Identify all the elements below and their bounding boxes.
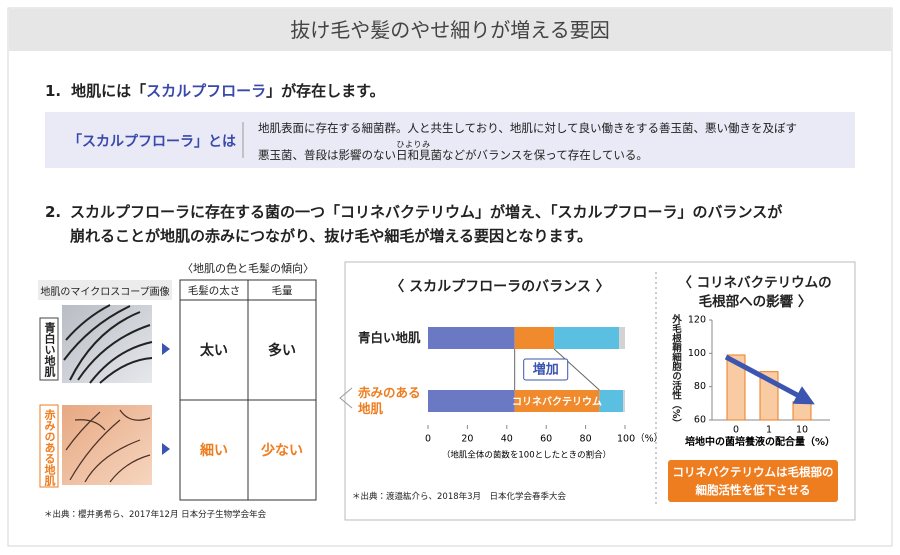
ruby-base: 日和見 [396, 148, 431, 162]
x-axis-label: （地肌全体の菌数を100としたときの割合） [442, 450, 611, 461]
y-tick-label: 100 [688, 348, 706, 359]
x-tick-label: 20 [461, 434, 473, 445]
segment-label: コリネバクテリウム [512, 396, 602, 408]
annotation: 増加 [533, 362, 559, 378]
header-cell [38, 280, 172, 300]
bar [792, 401, 812, 421]
definition-text: 地肌表面に存在する細菌群。人と共生しており、地肌に対して良い働きをする善玉菌、悪… [258, 116, 797, 167]
title-line: 〈 コリネバクテリウムの [678, 275, 832, 291]
x-axis-label: 培地中の菌培養液の配合量（%） [685, 435, 835, 448]
bar-segment [554, 327, 620, 349]
row-label: 青白い地肌 [43, 322, 56, 377]
x-tick-label: 100（%） [617, 433, 663, 445]
text: 菌などがバランスを保って存在している。 [430, 148, 648, 162]
note-line: 細胞活性を低下させる [695, 483, 811, 497]
section-heading: 1. 地肌には「スカルプフローラ」が存在します。 [45, 80, 385, 101]
source: ＊出典：渡邉紘介ら、2018年3月 日本化学会春季大会 [352, 492, 567, 502]
note: コリネバクテリウムは毛根部の 細胞活性を低下させる [668, 463, 838, 499]
y-tick-label: 60 [694, 415, 706, 426]
y-tick-label: 120 [688, 315, 706, 326]
table-cell: 少ない [261, 443, 303, 459]
definition-term: 「スカルプフローラ」とは [68, 134, 236, 150]
ruby: 日和見ひよりみ [396, 140, 431, 162]
bar-segment [428, 327, 515, 349]
microscope-image [62, 304, 153, 384]
chart-title: 〈 コリネバクテリウムの 毛根部への影響 〉 [660, 274, 850, 312]
x-tick-label: 1 [766, 425, 772, 436]
category-label: 青白い地肌 [358, 330, 421, 345]
heading-highlight: スカルプフローラ [146, 82, 267, 100]
arrow-icon [162, 343, 170, 355]
section-number: 1. [45, 82, 62, 100]
text: 悪玉菌、普段は影響のない [258, 148, 396, 162]
bar [726, 354, 746, 421]
ruby-text: ひよりみ [396, 140, 431, 149]
definition-box [45, 112, 855, 168]
annotation-box [523, 358, 569, 381]
row-label: 赤みのある地肌 [43, 409, 56, 486]
table-cell: 細い [200, 443, 228, 459]
connector [514, 348, 600, 391]
table-header: 毛量 [271, 285, 293, 297]
bar-segment [514, 327, 555, 349]
note-box [668, 460, 838, 502]
heading-text: 地肌には「 [71, 82, 147, 100]
chevron [339, 387, 353, 409]
definition-line: 地肌表面に存在する細菌群。人と共生しており、地肌に対して良い働きをする善玉菌、悪… [258, 121, 797, 135]
arrow-icon [162, 443, 170, 455]
bar-segment [428, 390, 515, 412]
bar-segment [514, 390, 600, 412]
row-label-box [39, 317, 59, 381]
table-cell: 太い [200, 343, 228, 359]
bar-segment [623, 390, 625, 412]
section-line: 崩れることが地肌の赤みにつながり、抜け毛や細毛が増える要因となります。 [70, 227, 593, 245]
microscope-image [62, 405, 152, 485]
section-text: スカルプフローラに存在する菌の一つ「コリネバクテリウム」が増え、「スカルプフロー… [70, 200, 782, 248]
source: ＊出典：櫻井勇希ら、2017年12月 日本分子生物学会年会 [44, 510, 267, 520]
title-band [9, 9, 891, 51]
category-label: 赤みのある地肌 [358, 385, 421, 416]
chart-title: 〈 スカルプフローラのバランス 〉 [390, 279, 610, 295]
table-header: 地肌のマイクロスコープ画像 [40, 287, 170, 298]
y-axis-label: 外毛根鞘細胞の活性（%） [670, 314, 681, 429]
table-cell: 多い [268, 343, 296, 359]
trend-arrow [724, 354, 815, 405]
x-tick-label: 0 [425, 434, 431, 445]
x-tick-label: 80 [580, 434, 592, 445]
x-tick-label: 60 [540, 434, 552, 445]
section-number: 2. [45, 203, 62, 221]
x-tick-label: 0 [733, 425, 739, 436]
bar-segment [619, 327, 625, 349]
section-line: スカルプフローラに存在する菌の一つ「コリネバクテリウム」が増え、「スカルプフロー… [70, 203, 783, 221]
frame [7, 7, 893, 547]
definition-line: 悪玉菌、普段は影響のない日和見ひよりみ菌などがバランスを保って存在している。 [258, 140, 797, 167]
note-line: コリネバクテリウムは毛根部の [672, 465, 834, 479]
title-line: 毛根部への影響 〉 [698, 294, 812, 310]
page-title: 抜け毛や髪のやせ細りが増える要因 [290, 18, 610, 42]
row-label-box [39, 404, 59, 488]
y-tick-label: 80 [694, 381, 706, 392]
bar-segment [599, 390, 624, 412]
heading-text: 」が存在します。 [266, 82, 385, 100]
x-tick-label: 10 [796, 425, 808, 436]
x-tick-label: 40 [501, 434, 513, 445]
table-caption: 〈地肌の色と毛髪の傾向〉 [182, 262, 314, 275]
table-header: 毛髪の太さ [187, 285, 241, 297]
